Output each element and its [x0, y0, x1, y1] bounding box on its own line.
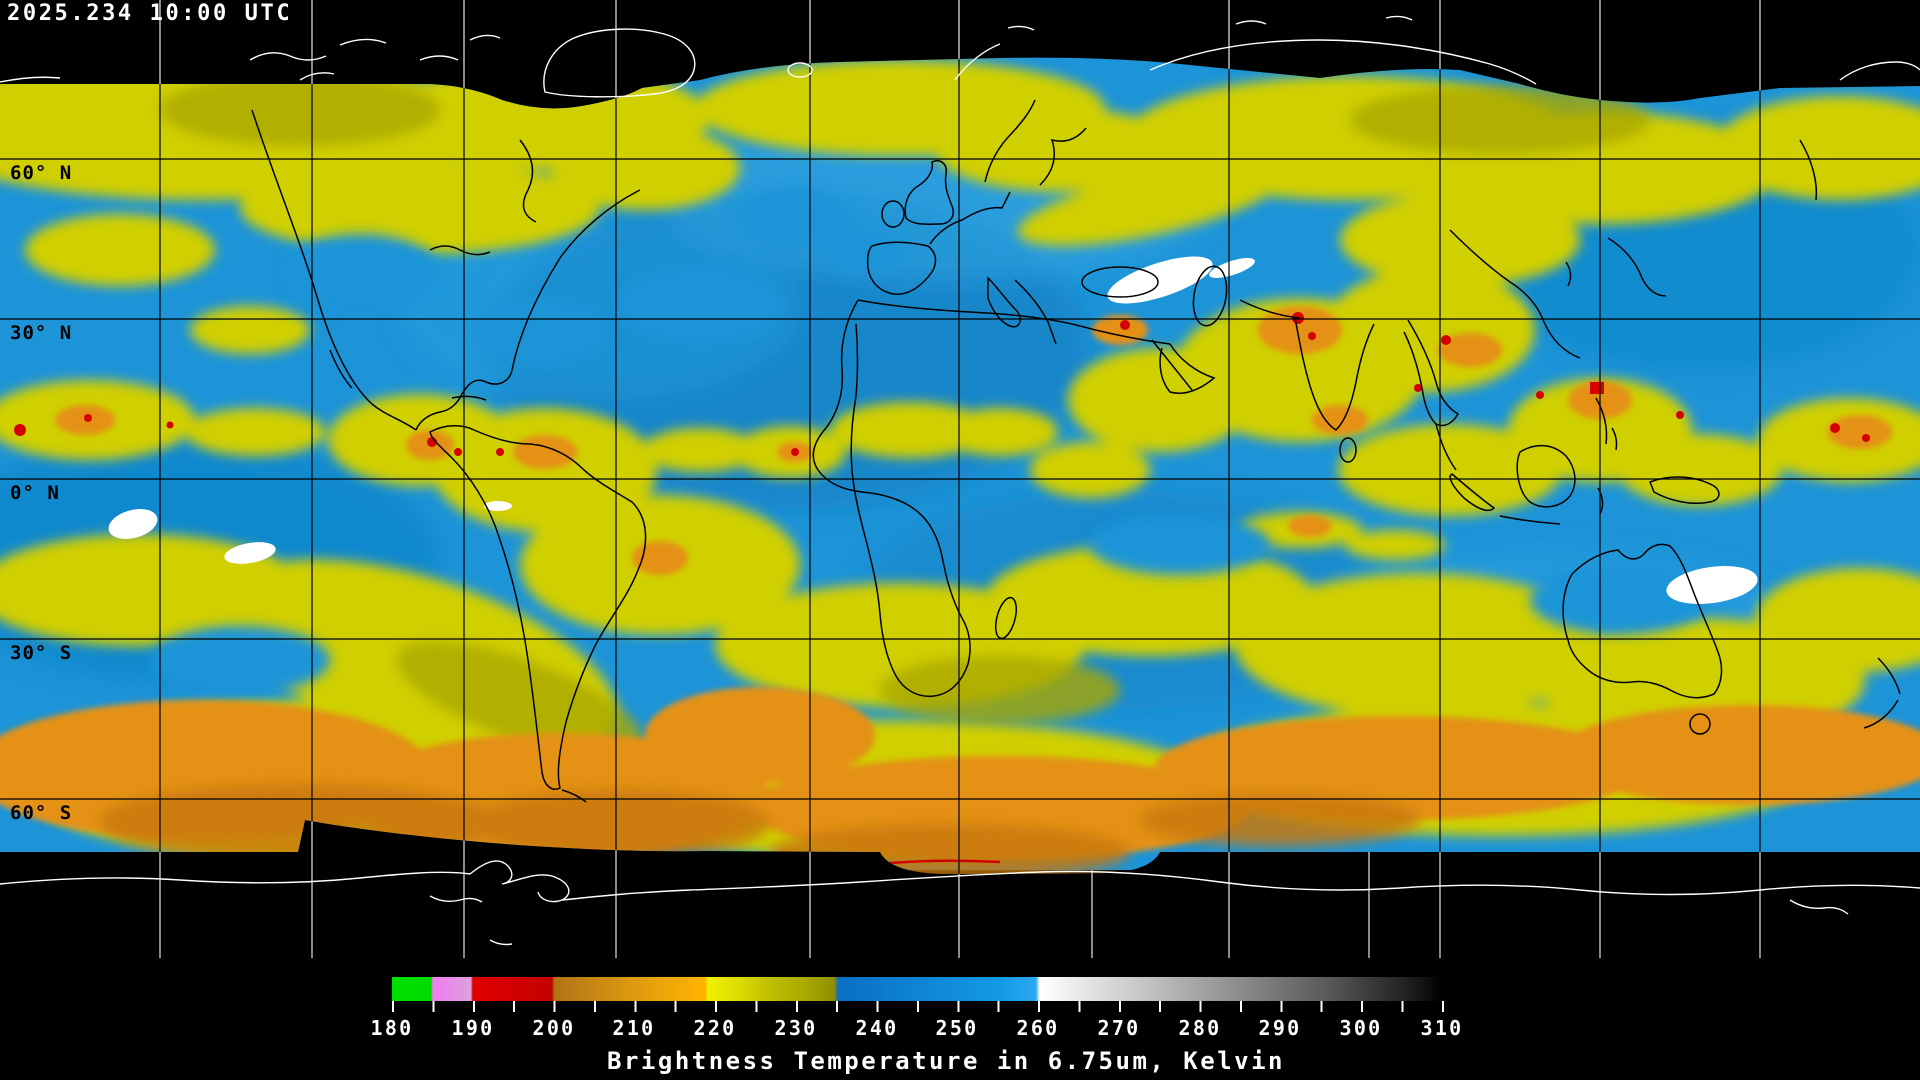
- colorbar-tick-label: 250: [935, 1016, 979, 1040]
- warm-surface-spots: [108, 256, 1758, 604]
- latitude-label-0n: 0° N: [10, 482, 60, 504]
- graticule-black: [0, 0, 1920, 960]
- colorbar-tick-label: 180: [370, 1016, 414, 1040]
- colorbar-ticks: [392, 1001, 1444, 1012]
- colorbar-tick-label: 310: [1420, 1016, 1464, 1040]
- colorbar-gradient: [392, 977, 1442, 1001]
- latitude-label-30n: 30° N: [10, 322, 73, 344]
- latitude-label-30s: 30° S: [10, 642, 73, 664]
- colorbar-tick-label: 260: [1016, 1016, 1060, 1040]
- satellite-data-region: [0, 0, 1920, 960]
- latitude-label-60n: 60° N: [10, 162, 73, 184]
- colorbar-tick-label: 190: [451, 1016, 495, 1040]
- timestamp: 2025.234 10:00 UTC: [7, 1, 293, 26]
- colorbar-tick-label: 220: [693, 1016, 737, 1040]
- colorbar-tick-label: 290: [1258, 1016, 1302, 1040]
- coastlines: [251, 99, 1901, 803]
- colorbar-tick-label: 230: [774, 1016, 818, 1040]
- colorbar-tick-label: 280: [1178, 1016, 1222, 1040]
- colorbar-tick-label: 240: [855, 1016, 899, 1040]
- latitude-label-60s: 60° S: [10, 802, 73, 824]
- colorbar-caption: Brightness Temperature in 6.75um, Kelvin: [607, 1047, 1285, 1075]
- colorbar-tick-label: 270: [1097, 1016, 1141, 1040]
- colorbar-tick-label: 200: [532, 1016, 576, 1040]
- colorbar-tick-label: 210: [612, 1016, 656, 1040]
- colorbar-tick-label: 300: [1339, 1016, 1383, 1040]
- polar-coastlines: [0, 15, 1920, 946]
- convective-cores: [14, 312, 1870, 866]
